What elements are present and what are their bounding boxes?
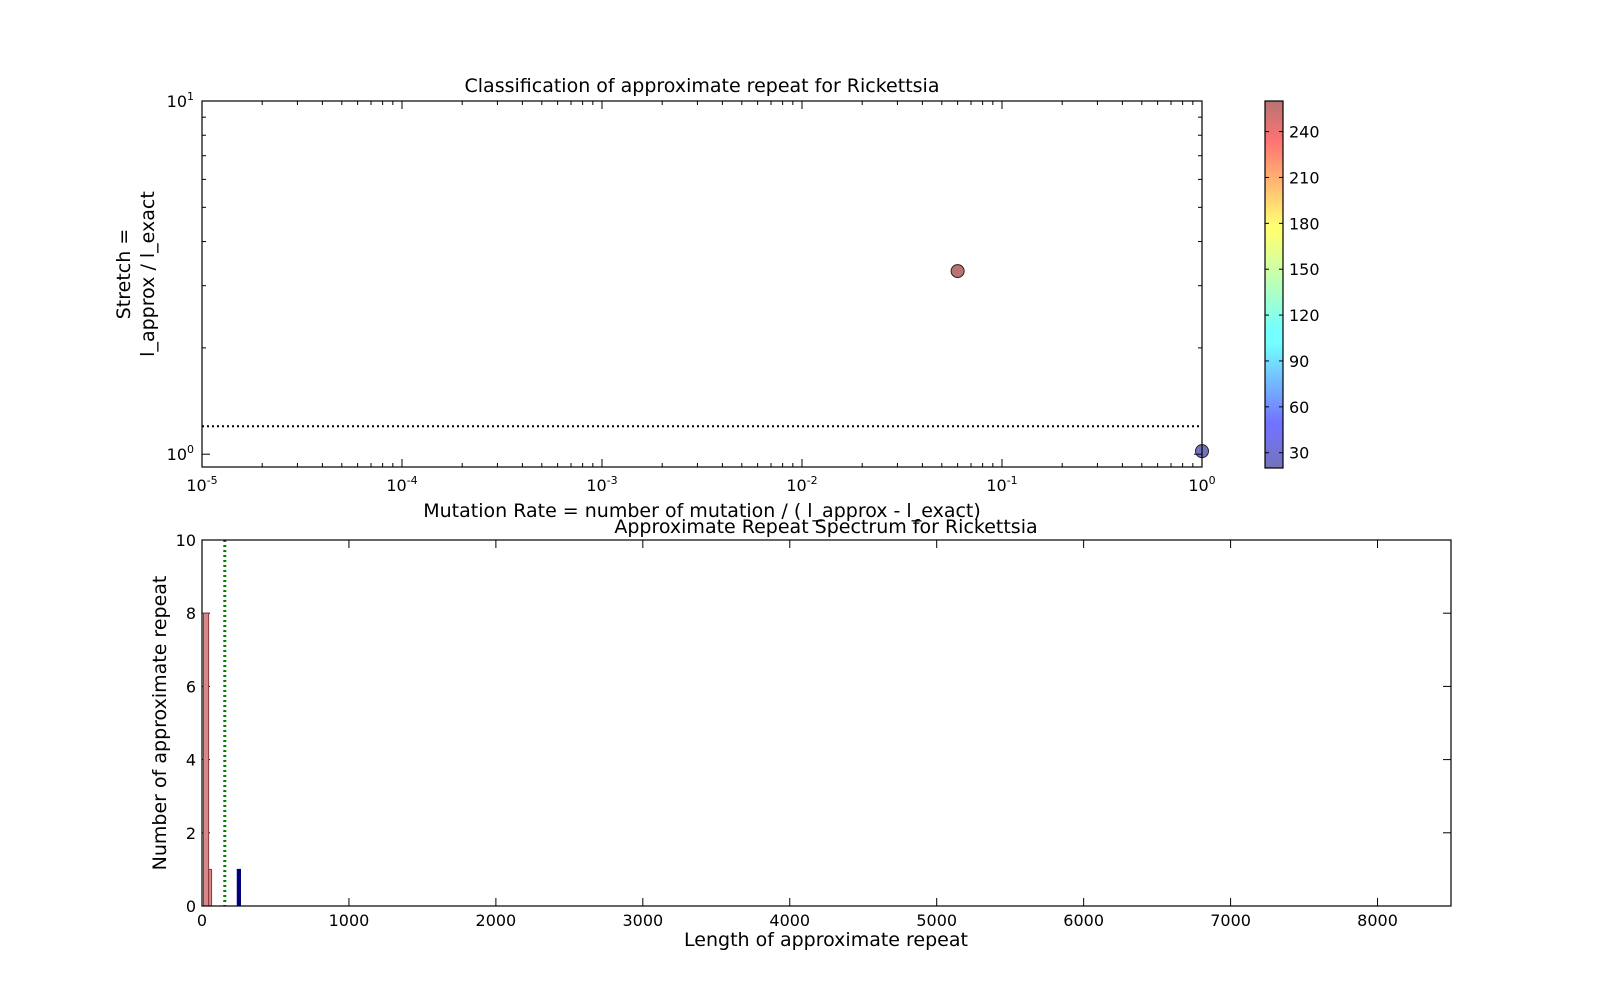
- colorbar: 30 60 90 120 150 180 210 240: [1264, 100, 1320, 469]
- scatter-ticks: [201, 100, 1203, 467]
- scatter-y-tick-labels: 100 101: [167, 90, 194, 464]
- bar-x-tick-labels: 0 1000 2000 3000 4000 5000 6000 7000 8000: [197, 911, 1398, 930]
- colorbar-ticks: 30 60 90 120 150 180 210 240: [1265, 123, 1320, 463]
- scatter-x-tick-label: 100: [1188, 474, 1215, 495]
- bar-x-tick-label: 5000: [916, 911, 957, 930]
- colorbar-tick-label: 90: [1289, 352, 1309, 371]
- scatter-x-tick-labels: 10-5 10-4 10-3 10-2 10-1 100: [186, 474, 1215, 495]
- bar-y-tick-label: 6: [186, 677, 196, 696]
- bar-x-tick-label: 3000: [622, 911, 663, 930]
- histogram-bar: [236, 868, 241, 907]
- bar-y-label: Number of approximate repeat: [149, 576, 171, 871]
- scatter-y-tick-label: 101: [167, 90, 194, 111]
- scatter-y-label-line1: Stretch =: [113, 229, 135, 320]
- scatter-x-tick-label: 10-3: [586, 474, 617, 495]
- bar-title: Approximate Repeat Spectrum for Ricketts…: [614, 516, 1037, 538]
- scatter-x-tick-label: 10-2: [786, 474, 817, 495]
- bar-y-tick-label: 10: [176, 531, 196, 550]
- colorbar-tick-label: 210: [1289, 168, 1320, 187]
- histogram-bar: [208, 868, 213, 907]
- colorbar-tick-label: 30: [1289, 444, 1309, 463]
- scatter-point: [950, 264, 965, 279]
- bar-x-label: Length of approximate repeat: [684, 929, 968, 951]
- bar-frame: [201, 539, 1452, 907]
- bar-x-tick-label: 1000: [329, 911, 370, 930]
- bar-x-tick-label: 7000: [1210, 911, 1251, 930]
- scatter-x-label: Mutation Rate = number of mutation / ( l…: [423, 500, 981, 522]
- scatter-x-tick-label: 10-1: [986, 474, 1017, 495]
- colorbar-tick-label: 60: [1289, 398, 1309, 417]
- colorbar-gradient: [1265, 101, 1283, 468]
- scatter-plot-area: [202, 101, 1202, 467]
- scatter-y-label: Stretch = l_approx / l_exact: [113, 191, 159, 357]
- scatter-frame: [201, 100, 1203, 468]
- bar-y-tick-label: 2: [186, 824, 196, 843]
- bar-x-tick-label: 2000: [476, 911, 517, 930]
- bar-y-tick-label: 0: [186, 897, 196, 916]
- bar-y-tick-labels: 0 2 4 6 8 10: [176, 531, 196, 916]
- scatter-x-tick-label: 10-4: [386, 474, 417, 495]
- scatter-y-label-line2: l_approx / l_exact: [137, 191, 159, 357]
- bar-x-tick-label: 0: [197, 911, 207, 930]
- bar-x-tick-label: 6000: [1063, 911, 1104, 930]
- histogram-bar: [202, 612, 210, 907]
- scatter-y-tick-label: 100: [167, 443, 194, 464]
- bar-chart: Approximate Repeat Spectrum for Ricketts…: [149, 516, 1452, 951]
- colorbar-tick-label: 150: [1289, 260, 1320, 279]
- bar-x-tick-label: 8000: [1357, 911, 1398, 930]
- scatter-chart: Classification of approximate repeat for…: [113, 75, 1320, 522]
- scatter-title: Classification of approximate repeat for…: [465, 75, 940, 97]
- bar-x-tick-label: 4000: [769, 911, 810, 930]
- colorbar-tick-label: 120: [1289, 306, 1320, 325]
- colorbar-frame: [1264, 100, 1284, 469]
- bar-plot-area: [202, 540, 1451, 906]
- colorbar-tick-label: 240: [1289, 123, 1320, 142]
- scatter-x-tick-label: 10-5: [186, 474, 217, 495]
- colorbar-tick-label: 180: [1289, 214, 1320, 233]
- bar-y-tick-label: 8: [186, 604, 196, 623]
- bar-y-tick-label: 4: [186, 751, 196, 770]
